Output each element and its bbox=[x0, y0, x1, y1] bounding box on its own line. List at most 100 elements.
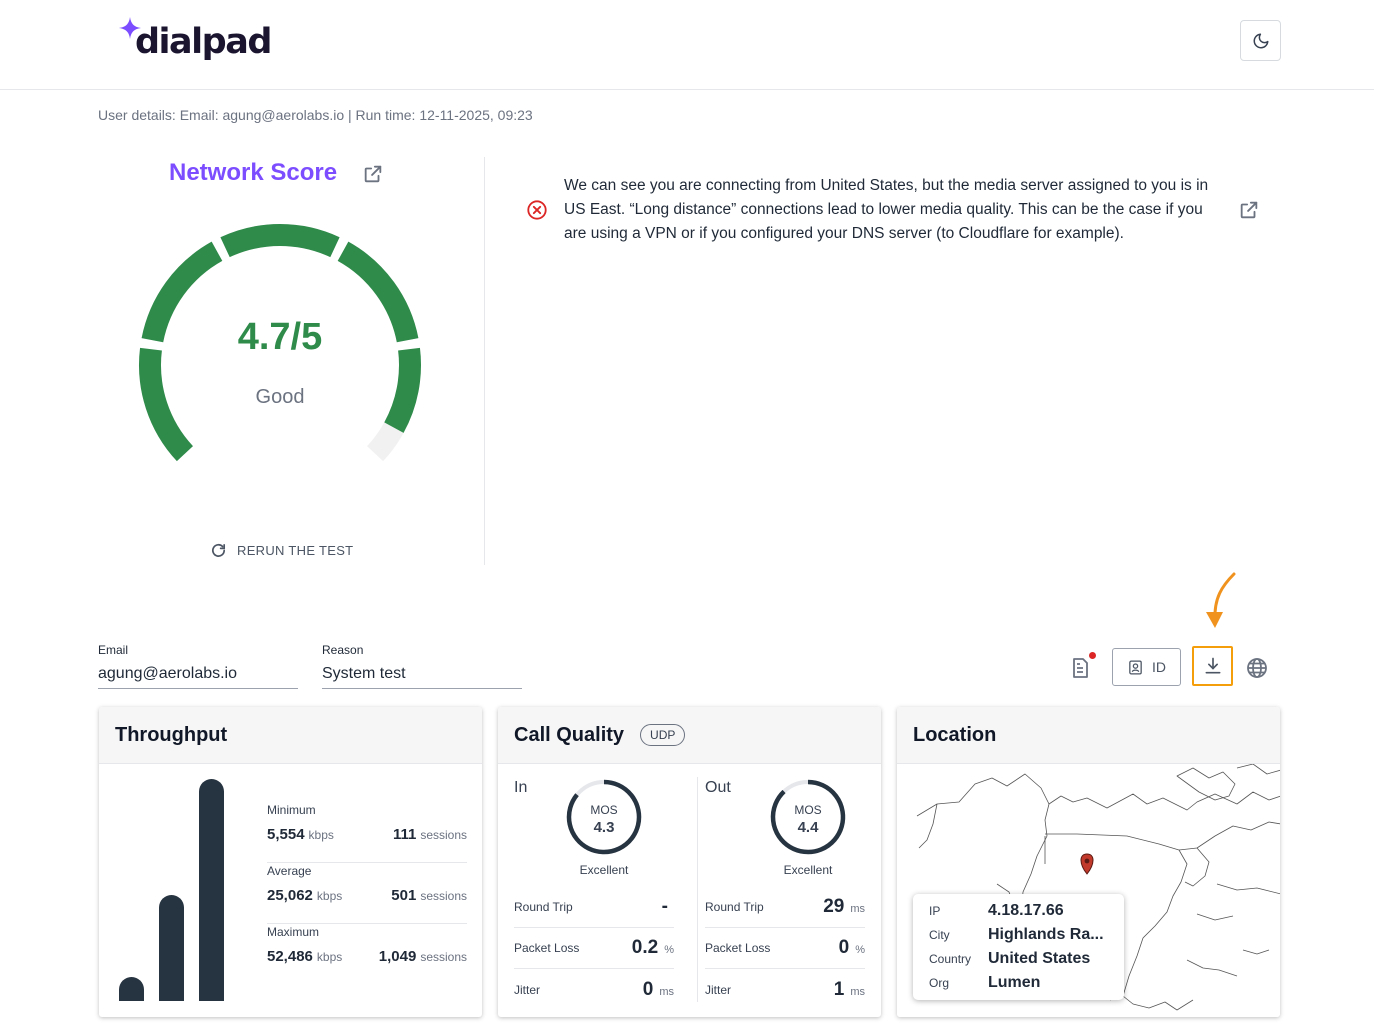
metrics-list: Round Trip - Packet Loss 0.2% Jitter 0 ms bbox=[514, 887, 674, 1010]
mos-grade: Excellent bbox=[783, 863, 833, 877]
reason-field[interactable]: Reason System test bbox=[322, 643, 522, 689]
location-key: Country bbox=[929, 952, 972, 966]
throughput-bars bbox=[119, 779, 229, 1001]
location-key: Org bbox=[929, 976, 950, 990]
location-key: IP bbox=[929, 904, 941, 918]
mos-label: MOS bbox=[794, 803, 822, 817]
sessions-unit: sessions bbox=[420, 828, 467, 842]
metric-value: 1 bbox=[833, 978, 845, 1000]
location-title: Location bbox=[913, 723, 997, 746]
throughput-stats: Minimum 5,554 kbps 111 sessions Average 25… bbox=[267, 802, 467, 985]
location-value: Highlands Ra... bbox=[988, 926, 1104, 943]
mos-ring bbox=[770, 779, 846, 855]
score-value: 4.7/5 bbox=[237, 316, 323, 358]
metric-label: Jitter bbox=[705, 982, 732, 997]
email-label: Email bbox=[98, 643, 129, 657]
logo-text: dialpad bbox=[135, 22, 272, 62]
mos-value: 4.4 bbox=[797, 819, 819, 836]
stat-average: Average 25,062 kbps 501 sessions bbox=[267, 863, 467, 924]
email-field[interactable]: Email agung@aerolabs.io bbox=[98, 643, 298, 689]
throughput-card: Throughput Minimum 5,554 kbps 111 sessions… bbox=[99, 707, 482, 1017]
location-key: City bbox=[929, 928, 950, 942]
sessions-unit: sessions bbox=[420, 950, 467, 964]
location-value: Lumen bbox=[988, 974, 1041, 991]
metric-unit: ms bbox=[850, 903, 865, 915]
moon-icon bbox=[1253, 33, 1268, 48]
stat-sessions: 111 bbox=[392, 826, 417, 843]
map-pin-icon bbox=[1080, 853, 1094, 875]
metric-unit: % bbox=[664, 944, 674, 956]
id-button[interactable]: ID bbox=[1112, 648, 1181, 686]
throughput-bar bbox=[199, 779, 224, 1001]
mos-grade: Excellent bbox=[579, 863, 629, 877]
metric-label: Round Trip bbox=[705, 900, 764, 914]
location-country-row: Country United States bbox=[929, 950, 1124, 974]
reason-label: Reason bbox=[322, 643, 364, 657]
protocol-badge: UDP bbox=[640, 724, 686, 746]
stat-label: Minimum bbox=[267, 803, 316, 817]
metric-value: 0.2 bbox=[631, 937, 659, 958]
stat-minimum: Minimum 5,554 kbps 111 sessions bbox=[267, 802, 467, 863]
mos-ring bbox=[566, 779, 642, 855]
throughput-bar bbox=[119, 977, 144, 1001]
metric-unit: ms bbox=[850, 985, 865, 998]
rerun-test-button[interactable]: RERUN THE TEST bbox=[210, 542, 353, 559]
notification-dot bbox=[1089, 652, 1096, 659]
location-org-row: Org Lumen bbox=[929, 974, 1124, 998]
throughput-title: Throughput bbox=[115, 723, 228, 746]
sessions-unit: sessions bbox=[420, 889, 467, 903]
stat-value: 52,486 bbox=[267, 948, 313, 965]
metric-round-trip: Round Trip - bbox=[514, 887, 674, 928]
reason-value[interactable]: System test bbox=[322, 665, 522, 689]
column-divider bbox=[697, 777, 698, 1002]
mos-value: 4.3 bbox=[593, 819, 615, 836]
user-details: User details: Email: agung@aerolabs.io |… bbox=[98, 107, 533, 123]
stat-sessions: 1,049 bbox=[378, 948, 417, 965]
section-divider bbox=[484, 157, 485, 565]
id-label: ID bbox=[1152, 659, 1166, 675]
throughput-bar bbox=[159, 895, 184, 1001]
gauge-segment bbox=[220, 224, 340, 258]
id-card-icon bbox=[1129, 659, 1142, 675]
gauge-segment bbox=[139, 347, 194, 462]
metric-value: 0 bbox=[642, 978, 654, 1000]
report-icon[interactable] bbox=[1068, 656, 1092, 680]
mos-ring-fill bbox=[770, 779, 846, 855]
stat-unit: kbps bbox=[308, 828, 334, 842]
stat-label: Average bbox=[267, 864, 312, 878]
external-link-icon[interactable] bbox=[1238, 199, 1260, 221]
top-bar: dialpad bbox=[0, 0, 1374, 90]
annotation-arrow-icon bbox=[1206, 572, 1236, 628]
stat-maximum: Maximum 52,486 kbps 1,049 sessions bbox=[267, 924, 467, 985]
email-value[interactable]: agung@aerolabs.io bbox=[98, 665, 298, 689]
metric-value: - bbox=[661, 896, 668, 917]
metric-label: Packet Loss bbox=[514, 941, 580, 955]
location-value: United States bbox=[988, 950, 1091, 967]
stat-unit: kbps bbox=[316, 889, 343, 903]
direction-label: Out bbox=[705, 779, 731, 796]
card-header: Location bbox=[897, 707, 1280, 764]
metric-value: 0 bbox=[838, 937, 850, 958]
metric-label: Packet Loss bbox=[705, 941, 771, 955]
direction-label: In bbox=[514, 779, 528, 796]
metric-packet-loss: Packet Loss 0.2% bbox=[514, 928, 674, 969]
network-score-title: Network Score bbox=[169, 159, 338, 186]
gauge-segment bbox=[337, 241, 419, 343]
metric-unit: ms bbox=[659, 985, 674, 998]
download-button[interactable] bbox=[1192, 646, 1233, 686]
call-quality-title: Call Quality bbox=[514, 723, 625, 746]
theme-toggle-button[interactable] bbox=[1240, 20, 1281, 61]
globe-icon[interactable] bbox=[1245, 656, 1269, 680]
metric-jitter: Jitter 1 ms bbox=[705, 969, 865, 1010]
external-link-icon[interactable] bbox=[362, 163, 384, 185]
metric-label: Round Trip bbox=[514, 900, 573, 914]
mos-label: MOS bbox=[590, 803, 618, 817]
metric-jitter: Jitter 0 ms bbox=[514, 969, 674, 1010]
score-gauge bbox=[139, 224, 421, 462]
stat-unit: kbps bbox=[316, 950, 343, 964]
metric-unit: % bbox=[855, 944, 865, 956]
error-circle-icon bbox=[527, 200, 547, 220]
metric-value: 29 bbox=[823, 896, 845, 917]
location-details: IP 4.18.17.66 City Highlands Ra... Count… bbox=[913, 894, 1124, 1000]
